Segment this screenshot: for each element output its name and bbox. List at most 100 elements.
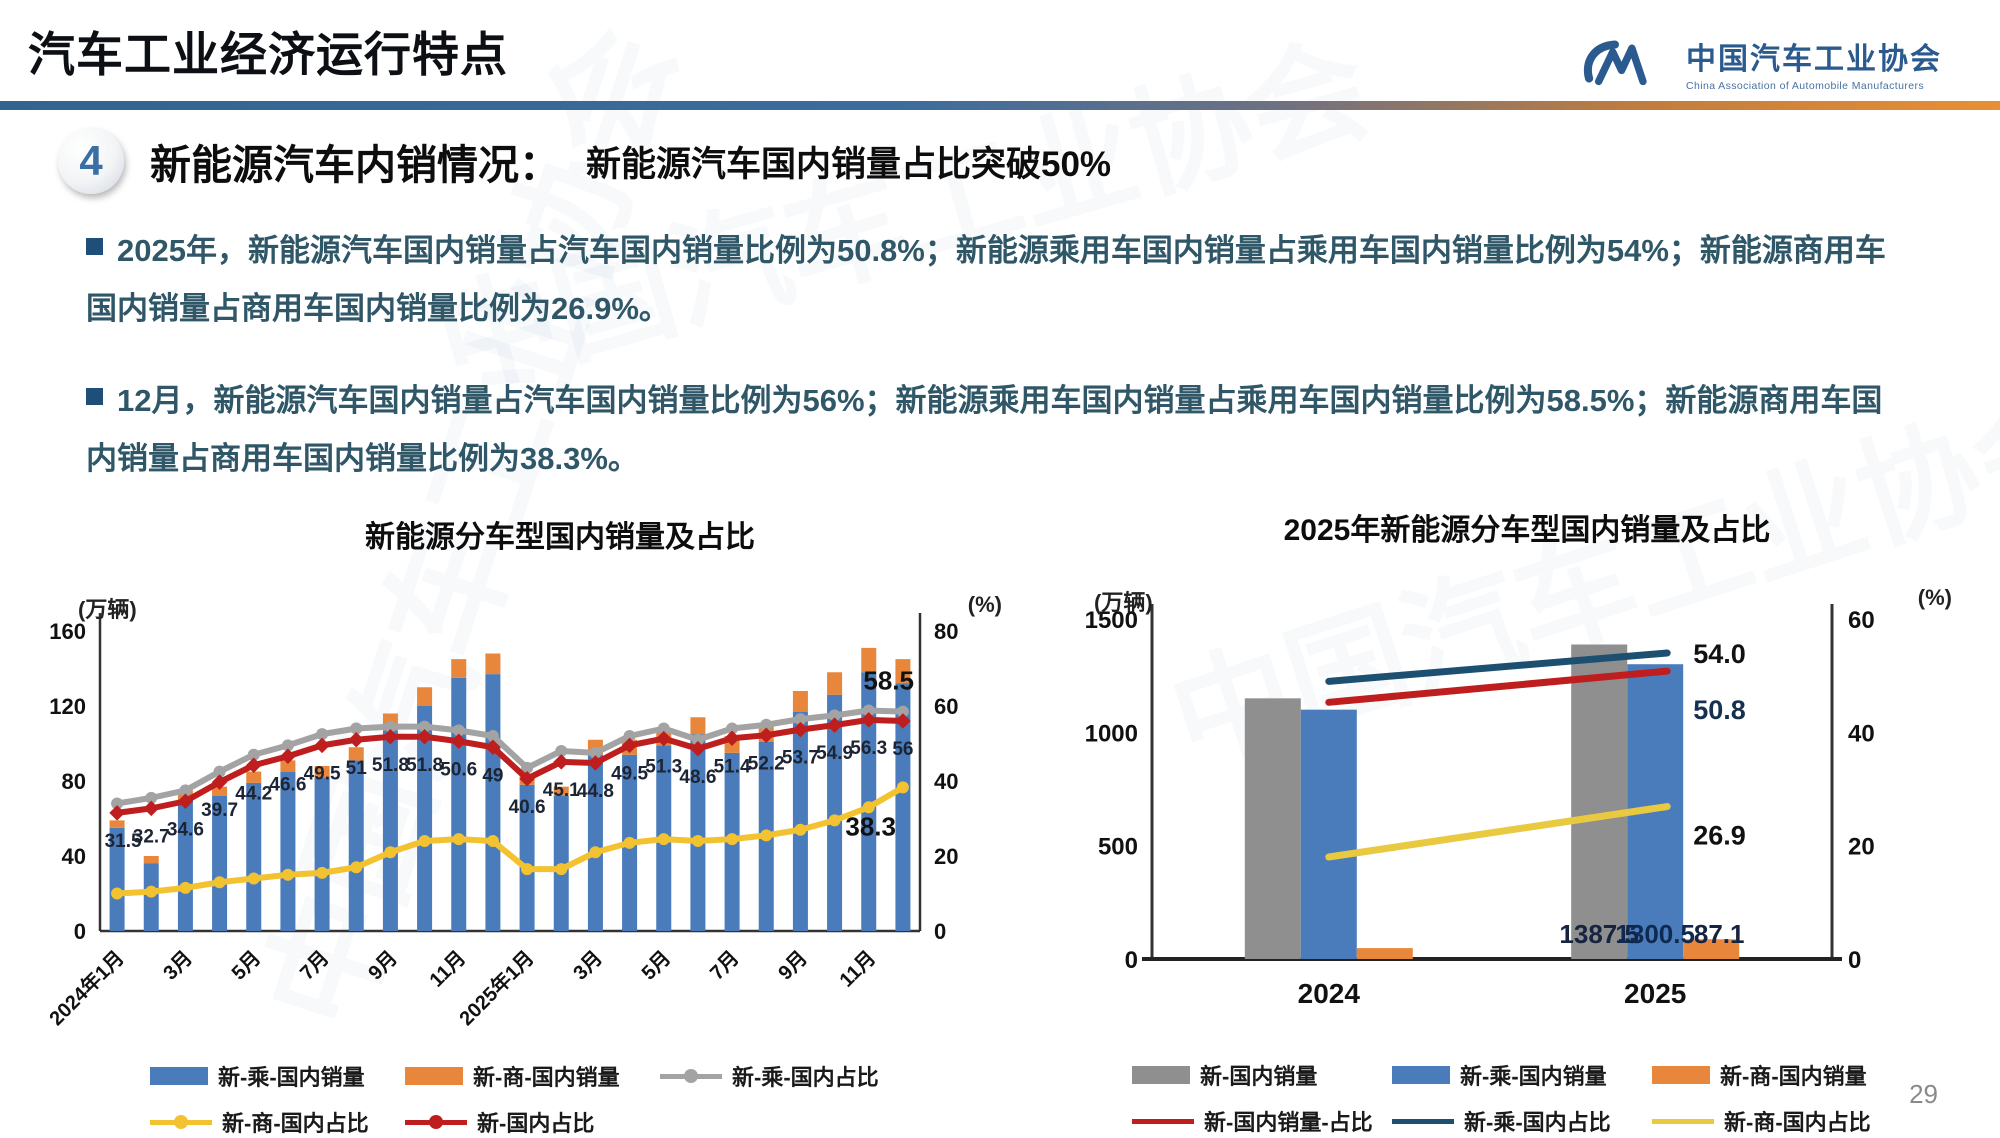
line-marker — [519, 770, 535, 787]
line-marker — [145, 791, 158, 804]
bar-value-label: 1387.5 — [1559, 919, 1639, 949]
pv-sales-bar — [382, 730, 398, 931]
line-marker — [211, 774, 228, 790]
share-value-label: 51.3 — [645, 757, 682, 778]
legend-marker-dot — [174, 1114, 188, 1129]
x-axis-tick-label: 7月 — [296, 947, 334, 985]
y-axis-tick-label: 120 — [49, 694, 86, 719]
share-value-label: 54.9 — [816, 743, 853, 764]
x-axis-tick-label: 3月 — [159, 947, 197, 985]
year-bar — [1571, 644, 1628, 959]
line-marker — [862, 801, 875, 814]
x-axis-tick-label: 11月 — [836, 947, 881, 992]
legend-line-swatch — [660, 1068, 722, 1083]
x-axis-tick-label: 11月 — [426, 947, 471, 992]
yearly-chart-plot: (万辆) (%) 0 500 1000 1500 0 20 40 60 2024 2025 1387… — [1072, 579, 1982, 1049]
yearly-chart-svg: 0 500 1000 1500 0 20 40 60 2024 2025 1387.51300.58… — [1085, 604, 1875, 1009]
cv-sales-bar — [212, 786, 228, 796]
y-axis-tick-label: 80 — [62, 769, 86, 794]
line-marker — [143, 800, 160, 817]
line-marker — [418, 835, 431, 847]
y-axis-tick-label: 40 — [934, 769, 958, 794]
line-marker — [623, 836, 636, 849]
line-marker — [350, 722, 363, 735]
legend-item: 新-商-国内占比 — [1652, 1105, 1912, 1137]
section-subtitle: 新能源汽车国内销量占比突破50% — [586, 144, 1112, 184]
cv-sales-bar — [246, 771, 262, 783]
share-value-label: 51.8 — [406, 755, 443, 776]
bullet-square-icon — [86, 238, 103, 255]
legend-item: 新-乘-国内销量 — [150, 1060, 405, 1092]
share-value-label: 44.2 — [235, 783, 272, 804]
legend-item: 新-乘-国内占比 — [1392, 1105, 1652, 1137]
line-marker — [111, 797, 124, 810]
line-marker — [828, 709, 841, 722]
legend-item: 新-国内销量-占比 — [1132, 1105, 1392, 1137]
caam-logo-icon — [1583, 40, 1647, 86]
pv-share-end-label: 58.5 — [863, 666, 914, 696]
line-marker — [384, 846, 397, 859]
section-number-badge: 4 — [58, 128, 124, 194]
legend-marker-dot — [684, 1068, 698, 1083]
y-axis-tick-label: 60 — [1848, 607, 1875, 634]
pv-sales-bar — [485, 674, 501, 931]
line-marker — [691, 733, 704, 746]
legend-item: 新-商-国内销量 — [1652, 1059, 1912, 1091]
pv-sales-bar — [827, 694, 843, 931]
cv-sales-bar — [143, 856, 159, 864]
bullet-paragraph-2: 12月，新能源汽车国内销量占汽车国内销量比例为56%；新能源乘用车国内销量占乘用… — [86, 372, 1886, 489]
legend-item: 新-国内占比 — [405, 1106, 660, 1138]
legend-bar-swatch — [1132, 1066, 1190, 1084]
pv-sales-bar — [314, 777, 330, 931]
share-value-label: 56 — [892, 739, 913, 760]
line-marker — [828, 814, 841, 827]
line-marker — [896, 705, 909, 718]
legend-line-swatch — [1132, 1118, 1194, 1124]
legend-bar-swatch — [1652, 1066, 1710, 1084]
share-value-label: 34.6 — [167, 819, 204, 840]
bar-value-label: 1300.5 — [1615, 919, 1695, 949]
y-axis-tick-label: 1500 — [1085, 607, 1138, 634]
total-share-end-label: 50.8 — [1693, 695, 1746, 725]
line-marker — [350, 861, 363, 874]
line-marker — [213, 876, 226, 889]
share-value-label: 40.6 — [509, 797, 546, 818]
bullet-text: 12月，新能源汽车国内销量占汽车国内销量比例为56%；新能源乘用车国内销量占乘用… — [86, 383, 1883, 477]
bullet-paragraph-1: 2025年，新能源汽车国内销量占汽车国内销量比例为50.8%；新能源乘用车国内销… — [86, 222, 1886, 339]
cv-sales-bar — [827, 672, 843, 695]
legend-spacer — [660, 1106, 915, 1138]
line-marker — [247, 872, 260, 885]
share-value-label: 52.2 — [748, 753, 785, 774]
cv-sales-bar — [485, 653, 501, 675]
line-marker — [179, 784, 192, 797]
legend-label: 新-商-国内销量 — [1720, 1064, 1867, 1089]
monthly-chart-block: 新能源分车型国内销量及占比 (万辆) (%) 0 40 80 120 160 0 20 40 6… — [30, 512, 1030, 1138]
line-marker — [316, 728, 329, 741]
caam-logo: 中国汽车工业协会 China Association of Automobile… — [1578, 34, 1942, 92]
line-marker — [486, 835, 499, 847]
right-axis-caption: (%) — [967, 592, 1002, 617]
right-axis-caption: (%) — [1917, 585, 1952, 610]
cv-sales-bar — [348, 747, 364, 761]
legend-label: 新-商-国内占比 — [222, 1111, 369, 1136]
y-axis-tick-label: 0 — [1125, 947, 1138, 974]
line-marker — [794, 713, 807, 726]
yearly-chart-legend: 新-国内销量 新-乘-国内销量 新-商-国内销量 新-国内销量-占比 新-乘-国内占比 新… — [1132, 1059, 1982, 1137]
x-axis-tick-label: 9月 — [774, 947, 812, 985]
pv-sales-bar — [587, 754, 603, 931]
legend-bar-swatch — [150, 1067, 208, 1085]
line-marker — [589, 746, 602, 759]
year-bar — [1300, 709, 1357, 959]
y-axis-tick-label: 0 — [1848, 947, 1861, 974]
pv-sales-bar — [177, 799, 193, 931]
pv-share-end-label: 54.0 — [1693, 639, 1746, 669]
pv-sales-bar — [519, 784, 535, 931]
logo-org-name-en: China Association of Automobile Manufact… — [1686, 80, 1925, 92]
pv-sales-bar — [109, 827, 125, 931]
line-marker — [521, 761, 534, 774]
line-marker — [452, 724, 465, 737]
cv-sales-bar — [109, 820, 125, 828]
pv-sales-bar — [212, 796, 228, 931]
legend-label: 新-国内占比 — [477, 1111, 595, 1136]
